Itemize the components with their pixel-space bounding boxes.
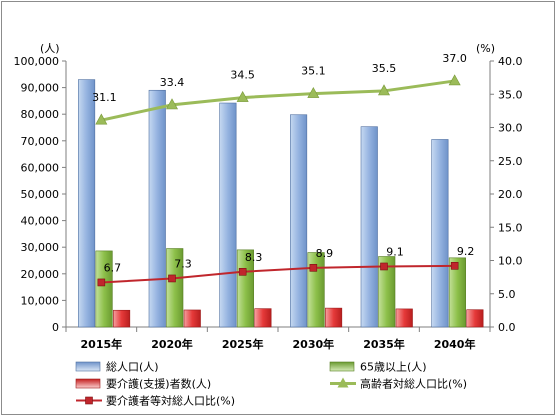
bar-aged-65-plus (166, 248, 184, 328)
marker-triangle (377, 84, 391, 96)
data-label: 31.1 (92, 91, 117, 104)
legend-marker-triangle (337, 377, 349, 388)
data-label: 9.2 (457, 245, 475, 258)
bar-care-needed (254, 308, 272, 328)
legend: 総人口(人) 65歳以上(人) 要介護(支援)者数(人) 高齢者対総人口比(%) 要介護… (75, 360, 467, 408)
legend-marker-square (85, 396, 93, 405)
right-tick-label: 25.0 (498, 155, 523, 168)
legend-swatch (329, 361, 355, 372)
bar-care-needed (183, 309, 201, 328)
data-label: 6.7 (104, 261, 122, 274)
bar-total-population (360, 126, 378, 328)
bar-total-population (431, 139, 449, 328)
x-category-label: 2030年 (293, 337, 335, 351)
right-tick-label: 0.0 (498, 321, 516, 334)
left-tick-label: 0 (52, 321, 59, 334)
left-axis-unit: (人) (40, 42, 60, 55)
right-tick-label: 30.0 (498, 122, 523, 135)
bar-aged-65-plus (307, 252, 325, 328)
data-label: 37.0 (442, 52, 467, 65)
bar-care-needed (395, 308, 413, 328)
x-category-label: 2040年 (434, 337, 476, 351)
marker-triangle (307, 86, 320, 98)
left-tick-label: 70,000 (21, 135, 60, 148)
marker-square (97, 278, 106, 287)
data-label: 33.4 (160, 76, 185, 89)
line-care-ratio (101, 264, 455, 284)
bar-total-population (290, 114, 308, 328)
marker-square (168, 274, 176, 283)
legend-label: 要介護者等対総人口比(%) (106, 394, 235, 408)
bars-group (78, 79, 484, 328)
bar-care-needed (466, 309, 484, 328)
bar-aged-65-plus (95, 250, 113, 328)
right-tick-label: 5.0 (498, 288, 516, 301)
data-label: 35.5 (372, 62, 397, 75)
right-tick-label: 35.0 (498, 88, 523, 101)
bar-total-population (219, 102, 237, 328)
left-tick-label: 90,000 (21, 82, 60, 95)
bar-care-needed (325, 307, 343, 328)
marker-square (238, 268, 247, 276)
right-axis-unit: (%) (476, 42, 495, 55)
left-tick-label: 40,000 (21, 215, 60, 228)
legend-label: 高齢者対総人口比(%) (360, 377, 467, 391)
marker-triangle (448, 74, 461, 86)
marker-square (380, 262, 388, 271)
line-elderly-ratio (101, 79, 455, 122)
right-tick-label: 40.0 (498, 55, 523, 68)
right-tick-label: 10.0 (498, 255, 523, 268)
left-tick-label: 60,000 (21, 161, 60, 174)
x-category-label: 2015年 (81, 337, 123, 351)
legend-swatch (75, 378, 101, 389)
left-tick-label: 100,000 (14, 55, 60, 68)
legend-label: 総人口(人) (106, 360, 159, 374)
bar-aged-65-plus (378, 256, 396, 328)
lines-group: 31.1 33.4 34.5 35.1 35.5 37.0 6.7 7.3 8.3 8.9 9.1 9… (92, 52, 475, 287)
left-tick-label: 10,000 (21, 294, 60, 307)
marker-triangle (236, 90, 249, 102)
right-tick-label: 20.0 (498, 188, 523, 201)
marker-triangle (165, 98, 179, 110)
left-tick-label: 20,000 (21, 268, 60, 281)
legend-swatch (75, 361, 101, 372)
x-category-label: 2020年 (151, 337, 193, 351)
bar-total-population (78, 79, 96, 328)
marker-square (309, 264, 318, 272)
right-tick-label: 15.0 (498, 221, 523, 234)
marker-triangle (95, 113, 108, 125)
data-label: 34.5 (230, 69, 255, 82)
x-category-label: 2035年 (363, 337, 405, 351)
left-tick-label: 50,000 (21, 188, 60, 201)
bar-aged-65-plus (448, 257, 466, 328)
marker-square (450, 262, 459, 270)
legend-label: 要介護(支援)者数(人) (106, 377, 211, 391)
bar-total-population (148, 89, 166, 328)
data-label: 7.3 (174, 257, 192, 270)
left-tick-label: 30,000 (21, 241, 60, 254)
data-label: 9.1 (386, 245, 404, 258)
legend-label: 65歳以上(人) (360, 361, 427, 374)
data-label: 35.1 (301, 65, 326, 78)
axes-group: 0 10,000 20,000 30,000 40,000 50,000 60,000 70,… (14, 55, 523, 351)
data-label: 8.9 (316, 247, 334, 260)
data-label: 8.3 (245, 251, 263, 264)
x-category-label: 2025年 (222, 337, 264, 351)
left-tick-label: 80,000 (21, 108, 60, 121)
bar-care-needed (113, 309, 131, 328)
